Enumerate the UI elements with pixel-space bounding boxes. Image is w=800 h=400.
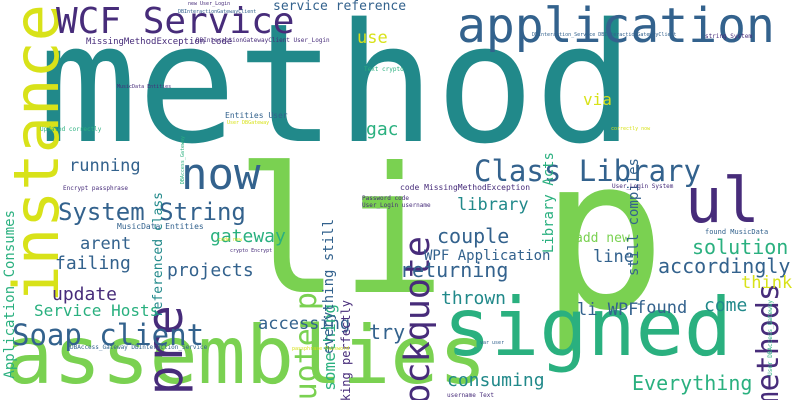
word-dbinteraction-service-dbinteractiongatewayclient: DBInteraction_Service DBInteractionGatew… <box>532 32 677 38</box>
word-gateway: gateway <box>210 226 286 247</box>
word-library-acts: Library Acts <box>541 152 557 254</box>
word-crypto-encrypt: crypto Encrypt <box>230 248 273 254</box>
word-consuming: consuming <box>447 370 545 391</box>
word-everything: Everything <box>632 371 753 395</box>
word-gac: gac <box>366 119 399 140</box>
word-correctly-now: correctly now <box>611 126 651 132</box>
word-running: running <box>69 156 141 176</box>
word-failing: failing <box>55 253 131 274</box>
word-add-new: add new <box>575 231 630 246</box>
word-new-user-login: new User_Login <box>188 1 231 7</box>
word-dbaccess-gateway-dbinteraction-service: DBAccess_Gateway DBInteraction_Service <box>70 344 208 351</box>
word-dbaccess-gateway: DBAccess_Gateway <box>180 136 186 185</box>
word-application-consumes: Application Consumes <box>2 210 18 379</box>
word-string-system: string System <box>705 33 752 40</box>
word-application: application <box>457 0 775 54</box>
word-li: li <box>235 131 446 334</box>
word-service-reference: service reference <box>273 0 407 14</box>
word-referenced-class: referenced class <box>151 192 166 318</box>
word-text-crypto: Text crypto <box>364 66 404 73</box>
word-arent: arent <box>80 234 132 254</box>
word-musicdata-entities: MusicData Entities <box>117 222 204 231</box>
word-couple: couple <box>437 224 510 248</box>
word-projects: projects <box>167 260 254 281</box>
word-update: update <box>52 284 118 305</box>
word-solution: solution <box>692 235 789 259</box>
word-try: try <box>369 320 406 344</box>
word-encrypt-passphrase: Encrypt passphrase <box>63 185 129 192</box>
word-method: method <box>38 0 635 180</box>
word-found-musicdata: found MusicData <box>705 228 769 236</box>
word-password-code: Password code <box>362 195 409 202</box>
word-line: line <box>593 247 634 267</box>
word-library: library <box>457 195 529 215</box>
word-user-dbaccess-gateway: User DBAccess_Gateway <box>767 300 774 376</box>
word-var-user: var user <box>480 340 505 346</box>
word-returning: returning <box>400 258 509 282</box>
word-wpf-application: WPF Application <box>424 248 551 264</box>
word-via: via <box>583 90 612 109</box>
word-now: now <box>181 149 261 200</box>
word-ul: ul <box>685 164 760 237</box>
word-everything-still: everything still <box>321 219 337 354</box>
word-system-string: System String <box>58 198 246 226</box>
word-use: use <box>357 28 388 48</box>
word-passphrase-password: passphrase Password <box>292 346 350 352</box>
word-dbinteractiongatewayclient: DBInteractionGatewayClient <box>178 9 257 15</box>
word-code-new: code new <box>218 237 243 243</box>
word-user-dbgateway: User DBGateway <box>227 120 270 126</box>
word-signed: signed <box>443 281 732 374</box>
word-think: think <box>741 273 793 293</box>
word-entities-user: Entities User <box>225 111 288 120</box>
word-code-missingmethodexception: code MissingMethodException <box>400 183 531 192</box>
word-come: come <box>704 295 748 316</box>
word-wcf-service: WCF Service <box>56 1 295 42</box>
word-username-text: username Text <box>447 392 494 399</box>
word-service-hosts: Service Hosts <box>34 301 160 320</box>
word-class-library: Class Library <box>474 154 701 188</box>
word-soap-client: Soap client <box>12 318 205 352</box>
word-updated-correctly: Updated correctly <box>40 126 102 133</box>
word-still-compiles: still compiles <box>626 158 642 277</box>
word-missingmethodexception-code: MissingMethodException code <box>86 37 233 47</box>
word-accessing: accessing <box>258 314 351 334</box>
word-accordingly: accordingly <box>658 254 791 278</box>
word-assemblies: assemblies <box>5 309 487 400</box>
word-user-login-system: User_Login System <box>612 183 674 190</box>
word-thrown: thrown <box>441 288 507 309</box>
word-dbinteractiongatewayclient-user-login: DBInteractionGatewayClient User_Login <box>196 37 330 44</box>
word-found: found <box>636 298 688 318</box>
word-p: p <box>540 112 667 357</box>
word-user-login-username: User_Login username <box>362 202 431 209</box>
word-li-wpf: li WPF <box>577 300 639 320</box>
word-musicdata-entities: MusicData Entities <box>117 84 172 90</box>
